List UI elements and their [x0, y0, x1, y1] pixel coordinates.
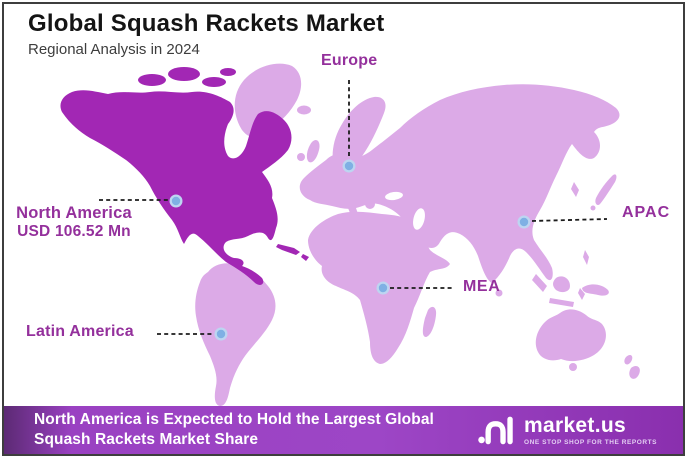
banner-text: North America is Expected to Hold the La…: [34, 410, 434, 450]
map-ireland: [297, 153, 305, 161]
map-australia: [535, 309, 606, 362]
marketus-logo: market.us ONE STOP SHOP FOR THE REPORTS: [477, 414, 657, 446]
map-new-guinea: [582, 284, 609, 296]
map-new-zealand-north: [624, 354, 633, 365]
connector-apac: [531, 218, 608, 222]
marker-apac: [519, 217, 529, 227]
region-label-europe: Europe: [321, 52, 378, 69]
page-subtitle: Regional Analysis in 2024: [28, 41, 200, 58]
region-label-mea: MEA: [463, 278, 501, 295]
map-korea: [571, 182, 579, 197]
map-eurasia: [299, 84, 620, 283]
map-south-america: [195, 263, 276, 406]
map-sumatra: [532, 274, 547, 292]
map-sulawesi: [578, 288, 585, 300]
map-japan: [595, 174, 617, 206]
map-iceland: [297, 105, 311, 115]
page-title: Global Squash Rackets Market: [28, 10, 385, 37]
region-label-latin-america: Latin America: [26, 323, 134, 340]
map-scandinavia: [332, 96, 386, 175]
map-highlight-regions: [60, 67, 309, 285]
map-greenland: [234, 63, 302, 137]
black-sea: [385, 191, 403, 201]
map-sri-lanka: [495, 289, 503, 297]
logo-tagline: ONE STOP SHOP FOR THE REPORTS: [524, 438, 657, 446]
region-label-north-america: North America USD 106.52 Mn: [6, 203, 142, 242]
logo-name: market.us: [524, 413, 626, 437]
marker-mea: [378, 283, 388, 293]
marker-cores: [171, 161, 529, 339]
marketus-logo-words: market.us ONE STOP SHOP FOR THE REPORTS: [524, 415, 657, 446]
map-new-zealand-south: [629, 365, 640, 379]
map-north-america: [60, 90, 292, 285]
map-arctic-island-1: [138, 74, 166, 86]
map-greece: [365, 199, 375, 209]
banner-text-line2: Squash Rackets Market Share: [34, 431, 259, 448]
map-philippines: [583, 250, 589, 265]
map-java: [549, 298, 574, 307]
map-great-britain: [306, 139, 320, 163]
map-arctic-island-2: [168, 67, 200, 81]
banner-text-line1: North America is Expected to Hold the La…: [34, 411, 434, 429]
marker-europe: [344, 161, 354, 171]
footer-banner: North America is Expected to Hold the La…: [4, 406, 683, 454]
map-madagascar: [422, 306, 437, 337]
map-arctic-island-3: [202, 77, 226, 87]
map-cuba: [276, 244, 300, 255]
caspian-sea: [413, 208, 425, 230]
marker-north-america: [171, 196, 181, 206]
map-arctic-island-4: [220, 68, 236, 76]
marker-latin-america: [216, 329, 226, 339]
header: Global Squash Rackets Market Regional An…: [28, 10, 384, 58]
map-hispaniola: [301, 254, 309, 261]
region-label-apac: APAC: [622, 204, 671, 221]
map-connectors: [99, 80, 608, 335]
map-tasmania: [569, 363, 577, 371]
region-label-north-america-name: North America: [16, 204, 132, 222]
map-japan-south: [590, 205, 596, 211]
marketus-logo-icon: [478, 416, 513, 445]
region-value-north-america: USD 106.52 Mn: [17, 223, 131, 241]
map-borneo: [553, 276, 570, 293]
